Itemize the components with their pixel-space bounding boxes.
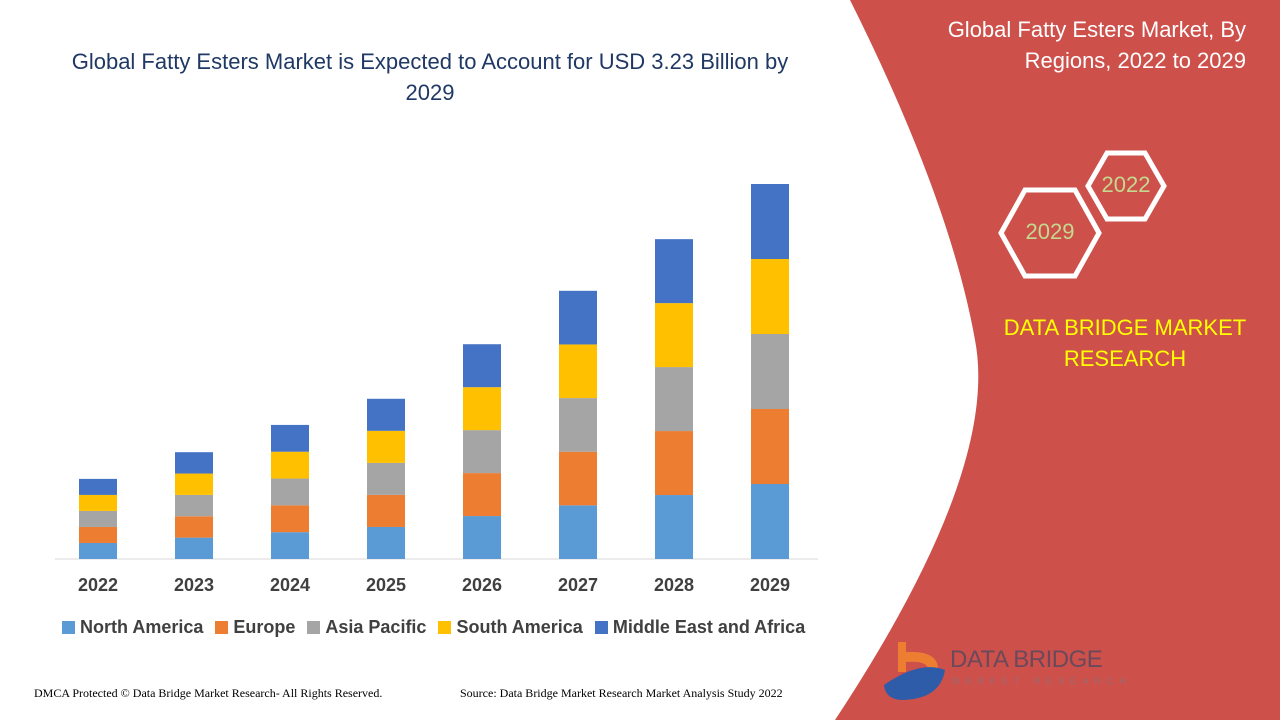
bar-segment-2024-north-america [271, 532, 309, 559]
legend-label: South America [456, 617, 583, 637]
bar-segment-2029-europe [751, 409, 789, 484]
red-side-panel [835, 0, 1280, 720]
bar-segment-2022-europe [79, 526, 117, 543]
bar-segment-2025-south-america [367, 430, 405, 463]
bar-segment-2028-europe [655, 431, 693, 496]
bar-segment-2027-asia-pacific [559, 398, 597, 452]
legend-swatch [438, 621, 452, 634]
bar-segment-2025-europe [367, 494, 405, 527]
bar-segment-2022-middle-east-and-africa [79, 478, 117, 495]
bar-segment-2025-middle-east-and-africa [367, 398, 405, 431]
x-tick-label: 2026 [461, 575, 503, 595]
x-tick-label: 2024 [269, 575, 311, 595]
logo-text: DATA BRIDGE [950, 646, 1103, 673]
legend-item: South America [438, 617, 583, 638]
legend: North America Europe Asia Pacific South Ame… [62, 617, 805, 638]
bar-segment-2027-south-america [559, 344, 597, 399]
bar-segment-2023-middle-east-and-africa [175, 452, 213, 474]
legend-item: North America [62, 617, 203, 638]
source-text: Source: Data Bridge Market Research Mark… [460, 686, 783, 700]
bar-segment-2025-asia-pacific [367, 462, 405, 495]
legend-item: Asia Pacific [307, 617, 426, 638]
hex-label-2029: 2029 [1025, 219, 1075, 244]
bar-segment-2024-middle-east-and-africa [271, 424, 309, 452]
side-panel-title: Global Fatty Esters Market, By Regions, … [947, 17, 1246, 73]
bar-segment-2029-south-america [751, 259, 789, 334]
bar-segment-2027-middle-east-and-africa [559, 290, 597, 345]
bars-group [79, 184, 789, 559]
bar-segment-2026-europe [463, 473, 501, 517]
copyright-text: DMCA Protected © Data Bridge Market Rese… [34, 686, 383, 700]
legend-label: North America [80, 617, 204, 637]
bar-segment-2026-asia-pacific [463, 430, 501, 474]
bar-segment-2027-north-america [559, 505, 597, 559]
legend-item: Middle East and Africa [594, 617, 806, 638]
bar-segment-2026-middle-east-and-africa [463, 344, 501, 388]
legend-label: Middle East and Africa [612, 617, 806, 637]
bar-segment-2022-asia-pacific [79, 510, 117, 527]
bar-segment-2029-asia-pacific [751, 334, 789, 409]
legend-item: Europe [215, 617, 295, 638]
bar-segment-2028-asia-pacific [655, 367, 693, 432]
bar-segment-2026-north-america [463, 516, 501, 559]
x-tick-label: 2025 [365, 575, 407, 595]
bar-segment-2022-north-america [79, 542, 117, 559]
legend-swatch [307, 621, 321, 634]
logo-icon [884, 642, 945, 700]
bar-segment-2029-north-america [751, 484, 789, 559]
x-tick-label: 2028 [653, 575, 695, 595]
bar-segment-2027-europe [559, 451, 597, 506]
bar-segment-2024-south-america [271, 451, 309, 479]
logo-subtext: MARKET RESEARCH [952, 676, 1132, 686]
bar-segment-2026-south-america [463, 387, 501, 431]
brand-name: DATA BRIDGE MARKET RESEARCH [1003, 315, 1247, 371]
legend-swatch [594, 621, 608, 634]
legend-swatch [215, 621, 229, 634]
legend-swatch [62, 621, 75, 634]
chart-title: Global Fatty Esters Market is Expected t… [71, 49, 789, 105]
bar-segment-2023-north-america [175, 537, 213, 559]
hex-label-2022: 2022 [1101, 172, 1151, 197]
bar-segment-2023-south-america [175, 473, 213, 495]
bar-segment-2022-south-america [79, 494, 117, 511]
x-tick-label: 2023 [173, 575, 215, 595]
legend-label: Asia Pacific [325, 617, 427, 637]
x-tick-label: 2022 [77, 575, 119, 595]
bar-segment-2029-middle-east-and-africa [751, 184, 789, 259]
bar-segment-2024-asia-pacific [271, 478, 309, 506]
hexagon-2029 [998, 187, 1102, 279]
bar-segment-2023-europe [175, 516, 213, 538]
bar-segment-2028-north-america [655, 495, 693, 559]
x-tick-label: 2027 [557, 575, 599, 595]
bar-segment-2028-south-america [655, 303, 693, 368]
bar-segment-2028-middle-east-and-africa [655, 239, 693, 304]
bar-segment-2025-north-america [367, 526, 405, 559]
legend-label: Europe [233, 617, 296, 637]
bar-segment-2024-europe [271, 505, 309, 533]
hexagon-2022 [1085, 150, 1167, 222]
x-tick-label: 2029 [749, 575, 791, 595]
bar-segment-2023-asia-pacific [175, 494, 213, 517]
